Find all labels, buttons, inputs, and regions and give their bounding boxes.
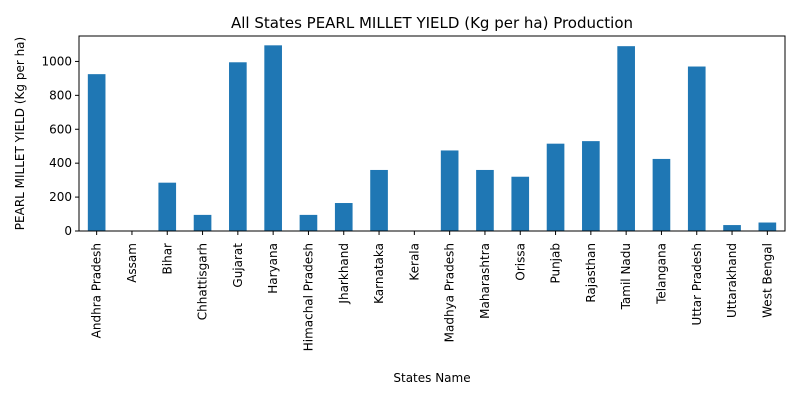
y-axis: 0 200 400 600 800 1000 <box>41 54 79 238</box>
x-tick-label: Rajasthan <box>584 243 598 303</box>
x-tick-label: Andhra Pradesh <box>90 243 104 338</box>
x-axis-label: States Name <box>393 371 470 385</box>
bar <box>440 150 459 231</box>
bar <box>617 46 635 231</box>
x-tick-label: Haryana <box>266 243 280 294</box>
y-tick-label: 800 <box>49 88 72 102</box>
bar <box>334 203 353 231</box>
x-tick-label: Orissa <box>513 243 527 281</box>
x-tick-label: Himachal Pradesh <box>301 243 315 351</box>
bar <box>299 214 318 231</box>
y-tick-label: 400 <box>49 156 72 170</box>
plot-frame <box>78 35 786 232</box>
x-tick-label: Gujarat <box>231 243 245 288</box>
x-tick-label: Jharkhand <box>337 243 351 305</box>
bar <box>87 74 106 231</box>
bar <box>193 214 212 231</box>
bar <box>476 169 494 231</box>
x-tick-label: Tamil Nadu <box>619 243 633 310</box>
bar <box>652 158 671 231</box>
x-axis: Andhra Pradesh Assam Bihar Chhattisgarh Guja… <box>90 231 774 351</box>
y-axis-label: PEARL MILLET YIELD (Kg per ha) <box>13 37 27 230</box>
bar <box>370 169 388 231</box>
x-tick-label: Karnataka <box>372 243 386 304</box>
x-tick-label: Madhya Pradesh <box>443 243 457 342</box>
chart-title: All States PEARL MILLET YIELD (Kg per ha… <box>231 14 633 32</box>
x-tick-label: Telangana <box>654 243 668 305</box>
y-tick-label: 0 <box>64 224 72 238</box>
bar <box>687 66 706 232</box>
x-tick-label: Punjab <box>549 243 563 284</box>
y-tick-label: 200 <box>49 190 72 204</box>
x-tick-label: West Bengal <box>760 243 774 318</box>
bar <box>264 45 282 232</box>
y-tick-label: 600 <box>49 122 72 136</box>
bar <box>582 141 600 231</box>
x-tick-label: Uttar Pradesh <box>690 243 704 325</box>
bars-group <box>87 45 777 232</box>
x-tick-label: Uttarakhand <box>725 243 739 318</box>
bar <box>511 176 530 231</box>
x-tick-label: Kerala <box>407 243 421 281</box>
bar <box>723 225 741 231</box>
bar <box>546 143 565 231</box>
x-tick-label: Maharashtra <box>478 243 492 319</box>
x-tick-label: Assam <box>125 243 139 283</box>
y-tick-label: 1000 <box>41 54 72 68</box>
bar <box>229 62 247 231</box>
bar <box>758 222 777 231</box>
bar <box>158 182 177 231</box>
x-tick-label: Chhattisgarh <box>196 243 210 320</box>
x-tick-label: Bihar <box>160 243 174 275</box>
